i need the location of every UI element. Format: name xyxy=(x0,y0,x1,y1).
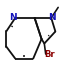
Text: N: N xyxy=(48,13,56,22)
Text: Br: Br xyxy=(44,50,54,59)
Text: N: N xyxy=(9,13,17,22)
